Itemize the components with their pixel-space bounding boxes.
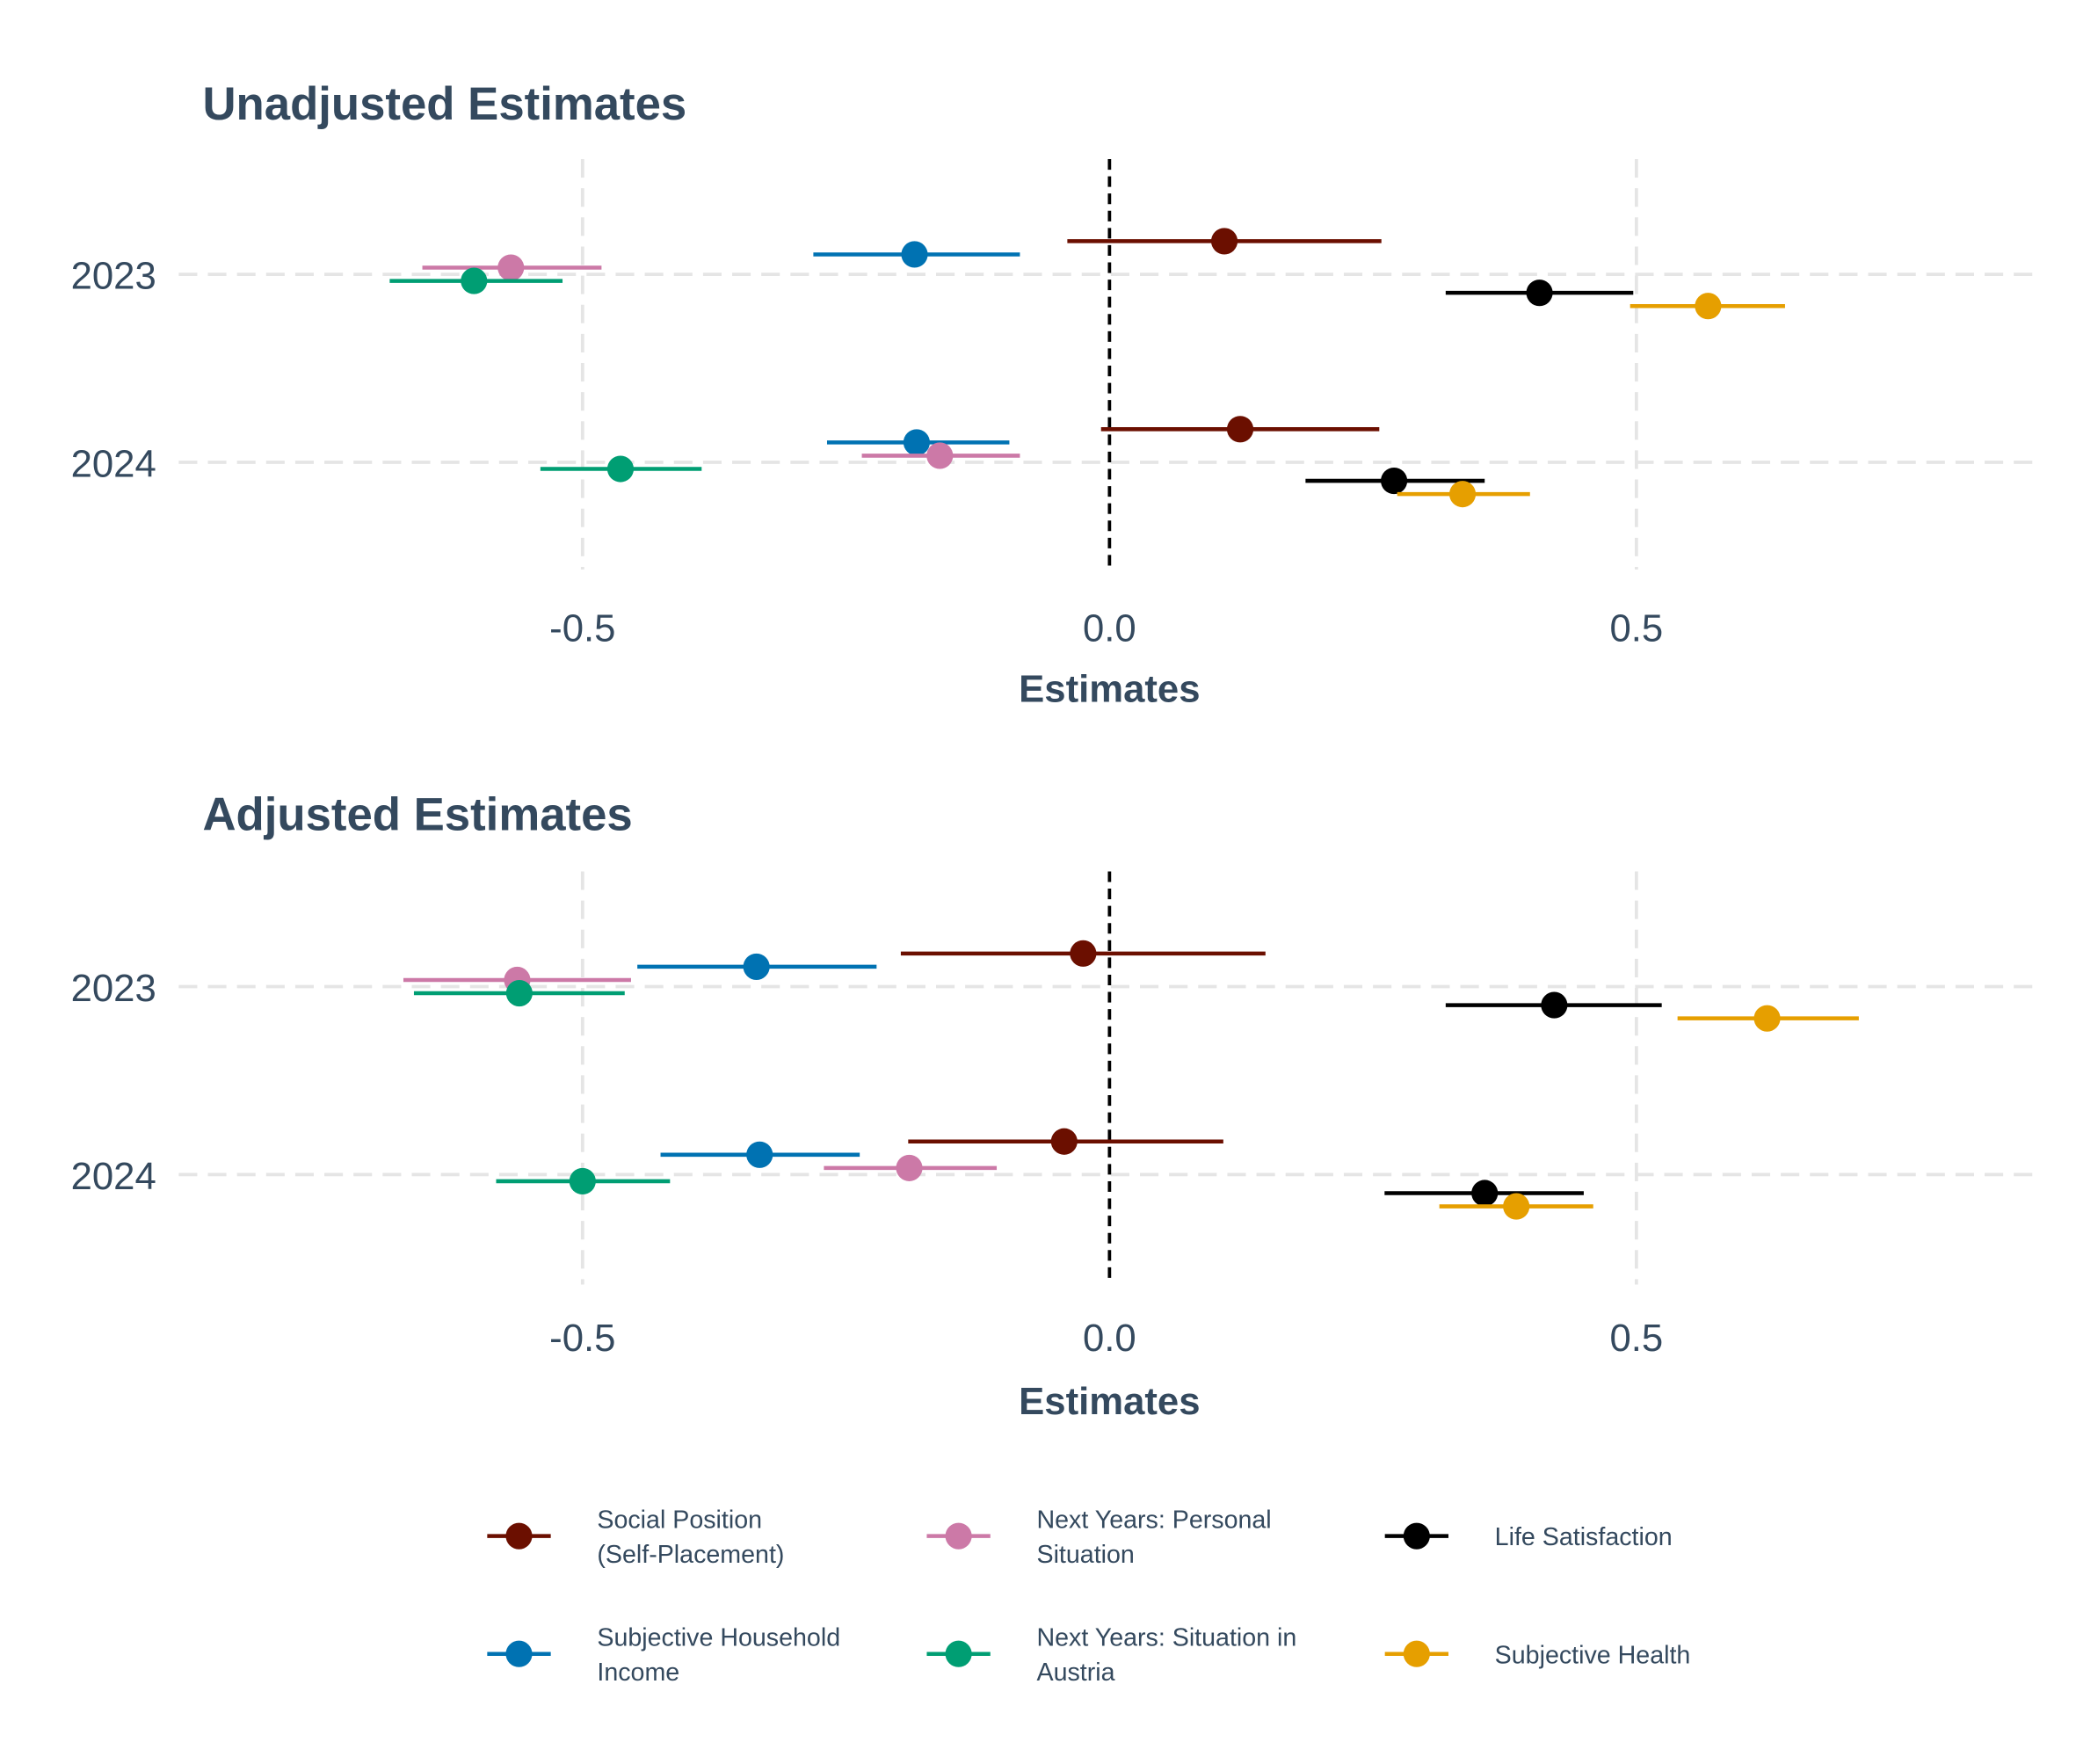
x-tick-label: -0.5	[549, 606, 615, 650]
legend-label: Subjective Health	[1495, 1641, 1691, 1669]
legend-point-key	[505, 1522, 533, 1550]
legend-label: Life Satisfaction	[1495, 1523, 1673, 1551]
legend-point-key	[505, 1640, 533, 1667]
point-estimate	[1541, 991, 1568, 1019]
x-tick-label: 0.5	[1610, 1317, 1664, 1360]
x-tick-label: -0.5	[549, 1317, 615, 1360]
x-tick-label: 0.0	[1083, 606, 1136, 650]
point-estimate	[1070, 940, 1097, 967]
point-estimate	[1448, 481, 1477, 508]
point-estimate	[1210, 228, 1238, 255]
x-tick-label: 0.0	[1083, 1317, 1136, 1360]
legend-item: Life Satisfaction	[1384, 1522, 1673, 1551]
legend-label: Situation	[1036, 1541, 1134, 1569]
point-estimate	[497, 254, 525, 281]
legend-item: Subjective Household Income	[487, 1624, 840, 1687]
x-tick-label: 0.5	[1610, 606, 1664, 650]
legend-point-key	[945, 1640, 972, 1667]
y-tick-label: 2023	[71, 255, 156, 298]
panel-title: Unadjusted Estimates	[202, 78, 686, 130]
panel-unadjusted: Unadjusted Estimates Estimates -0.5 0.0 0.…	[71, 78, 2039, 711]
point-estimate	[746, 1141, 773, 1168]
y-tick-label: 2024	[71, 443, 156, 486]
point-estimate	[903, 429, 930, 456]
point-estimate	[505, 979, 533, 1007]
legend-point-key	[945, 1522, 972, 1550]
panel-title: Adjusted Estimates	[202, 789, 632, 841]
legend-label: Social Position	[597, 1506, 762, 1535]
point-estimate	[1753, 1005, 1781, 1032]
legend-label: Income	[597, 1659, 679, 1687]
point-estimate	[901, 241, 928, 268]
point-estimate	[1471, 1180, 1499, 1207]
point-estimate	[569, 1167, 596, 1195]
legend-label: (Self-Placement)	[597, 1541, 784, 1569]
point-estimate	[1050, 1128, 1078, 1155]
point-estimate	[1695, 293, 1722, 320]
point-estimate	[743, 953, 770, 980]
point-estimate	[1526, 279, 1553, 307]
legend-item: Next Years: Situation in Austria	[926, 1624, 1296, 1687]
y-tick-label: 2024	[71, 1155, 156, 1198]
x-axis-label: Estimates	[1019, 1380, 1200, 1423]
point-estimate	[1503, 1193, 1530, 1220]
y-tick-label: 2023	[71, 967, 156, 1010]
legend-item: Subjective Health	[1384, 1640, 1691, 1669]
legend-label: Subjective Household	[597, 1624, 840, 1652]
legend-item: Social Position (Self-Placement)	[487, 1506, 784, 1569]
gridlines	[178, 159, 2039, 570]
legend: Social Position (Self-Placement) Subjectiv…	[487, 1506, 1690, 1687]
x-axis-label: Estimates	[1019, 668, 1200, 711]
point-estimate	[461, 267, 488, 294]
legend-label: Austria	[1036, 1659, 1114, 1687]
legend-point-key	[1403, 1640, 1430, 1667]
point-estimate	[1226, 416, 1254, 443]
legend-label: Next Years: Personal	[1036, 1506, 1271, 1535]
point-estimate	[1381, 468, 1408, 495]
point-estimate	[926, 442, 954, 469]
point-estimate	[606, 455, 635, 483]
panel-adjusted: Adjusted Estimates Estimates -0.5 0.0 0.5 2…	[71, 789, 2039, 1423]
point-estimate	[896, 1154, 923, 1181]
legend-point-key	[1403, 1522, 1430, 1550]
gridlines	[178, 871, 2039, 1285]
legend-label: Next Years: Situation in	[1036, 1624, 1296, 1652]
legend-item: Next Years: Personal Situation	[926, 1506, 1272, 1569]
